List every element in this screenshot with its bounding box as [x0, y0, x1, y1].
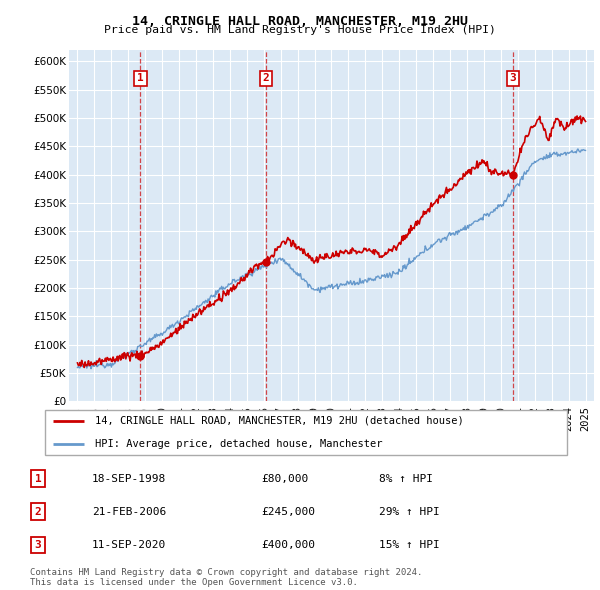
Text: Price paid vs. HM Land Registry's House Price Index (HPI): Price paid vs. HM Land Registry's House …: [104, 25, 496, 35]
Text: 2: 2: [263, 74, 269, 83]
Text: 21-FEB-2006: 21-FEB-2006: [92, 507, 166, 517]
Text: 14, CRINGLE HALL ROAD, MANCHESTER, M19 2HU (detached house): 14, CRINGLE HALL ROAD, MANCHESTER, M19 2…: [95, 415, 464, 425]
Text: £80,000: £80,000: [261, 474, 308, 484]
Text: 11-SEP-2020: 11-SEP-2020: [92, 540, 166, 550]
Text: 1: 1: [137, 74, 144, 83]
Text: 29% ↑ HPI: 29% ↑ HPI: [379, 507, 440, 517]
Text: HPI: Average price, detached house, Manchester: HPI: Average price, detached house, Manc…: [95, 439, 382, 449]
Text: 8% ↑ HPI: 8% ↑ HPI: [379, 474, 433, 484]
Text: 1: 1: [35, 474, 41, 484]
Text: 15% ↑ HPI: 15% ↑ HPI: [379, 540, 440, 550]
Text: 3: 3: [35, 540, 41, 550]
Text: 2: 2: [35, 507, 41, 517]
FancyBboxPatch shape: [44, 409, 568, 455]
Text: 3: 3: [509, 74, 517, 83]
Text: 14, CRINGLE HALL ROAD, MANCHESTER, M19 2HU: 14, CRINGLE HALL ROAD, MANCHESTER, M19 2…: [132, 15, 468, 28]
Text: £400,000: £400,000: [261, 540, 315, 550]
Text: £245,000: £245,000: [261, 507, 315, 517]
Text: 18-SEP-1998: 18-SEP-1998: [92, 474, 166, 484]
Text: Contains HM Land Registry data © Crown copyright and database right 2024.
This d: Contains HM Land Registry data © Crown c…: [30, 568, 422, 587]
